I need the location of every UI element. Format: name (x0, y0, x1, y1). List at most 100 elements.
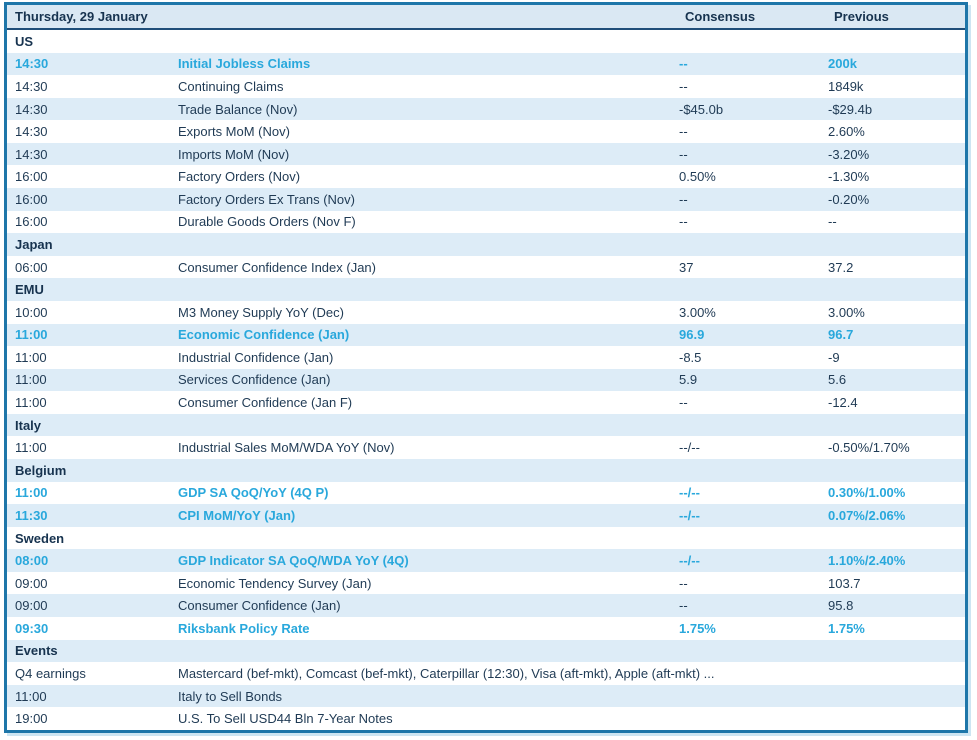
event-row: 11:00 Industrial Sales MoM/WDA YoY (Nov) -… (7, 436, 965, 459)
event-cell: Initial Jobless Claims (178, 56, 311, 72)
event-row: 10:00 M3 Money Supply YoY (Dec) 3.00% 3.00% (7, 300, 965, 324)
event-row: 14:30 Imports MoM (Nov) -- -3.20% (7, 142, 965, 166)
event-row: 16:00 Factory Orders (Nov) 0.50% -1.30% (7, 165, 965, 189)
event-row: 11:00 Consumer Confidence (Jan F) -- -12.4 (7, 391, 965, 414)
previous-cell: -0.20% (828, 191, 870, 207)
event-row: 11:00 Industrial Confidence (Jan) -8.5 -9 (7, 346, 965, 369)
previous-cell: 200k (828, 56, 857, 72)
event-row: 16:00 Factory Orders Ex Trans (Nov) -- -0.2… (7, 188, 965, 211)
consensus-column-header: Consensus (685, 9, 756, 24)
event-cell: Consumer Confidence (Jan F) (178, 395, 353, 411)
previous-cell: 1849k (828, 78, 864, 94)
previous-cell: 3.00% (828, 304, 865, 320)
consensus-cell: -- (679, 78, 688, 94)
time-cell: 11:00 (15, 372, 47, 388)
consensus-cell: -- (679, 214, 688, 230)
event-cell: Services Confidence (Jan) (178, 372, 331, 388)
consensus-cell: -- (679, 395, 688, 411)
consensus-cell: --/-- (679, 440, 700, 456)
event-cell: Trade Balance (Nov) (178, 101, 298, 117)
event-cell: GDP Indicator SA QoQ/WDA YoY (4Q) (178, 553, 409, 569)
event-cell: Italy to Sell Bonds (178, 688, 283, 704)
section-row: Events (7, 639, 965, 663)
table-body: US 14:30 Initial Jobless Claims -- 200k 14:30… (7, 30, 965, 730)
time-cell: 16:00 (15, 169, 48, 185)
time-cell: 14:30 (15, 56, 49, 72)
consensus-cell: --/-- (679, 485, 700, 501)
time-cell: 16:00 (15, 214, 48, 230)
event-row: 09:00 Economic Tendency Survey (Jan) -- 103… (7, 571, 965, 595)
previous-cell: 95.8 (828, 598, 854, 614)
section-label: EMU (15, 282, 44, 298)
event-row: 14:30 Trade Balance (Nov) -$45.0b -$29.4b (7, 97, 965, 121)
previous-cell: 96.7 (828, 327, 854, 343)
section-row: EMU (7, 278, 965, 301)
time-cell: 08:00 (15, 553, 49, 569)
event-row: 09:00 Consumer Confidence (Jan) -- 95.8 (7, 594, 965, 618)
event-cell: Durable Goods Orders (Nov F) (178, 214, 356, 230)
event-row: 14:30 Exports MoM (Nov) -- 2.60% (7, 120, 965, 143)
time-cell: 06:00 (15, 259, 48, 275)
event-cell: Riksbank Policy Rate (178, 620, 310, 636)
event-cell: Industrial Sales MoM/WDA YoY (Nov) (178, 440, 395, 456)
previous-cell: -0.50%/1.70% (828, 440, 910, 456)
time-cell: 14:30 (15, 78, 48, 94)
previous-cell: -1.30% (828, 169, 870, 185)
table-title: Thursday, 29 January (15, 9, 148, 24)
time-cell: 09:00 (15, 575, 48, 591)
event-cell: Factory Orders Ex Trans (Nov) (178, 191, 355, 207)
time-cell: 11:30 (15, 507, 48, 523)
consensus-cell: 37 (679, 259, 694, 275)
time-cell: 11:00 (15, 440, 47, 456)
event-cell: Economic Confidence (Jan) (178, 327, 350, 343)
previous-cell: -3.20% (828, 146, 870, 162)
event-cell: Exports MoM (Nov) (178, 124, 290, 140)
event-row: Q4 earnings Mastercard (bef-mkt), Comcast… (7, 662, 965, 685)
event-cell: Mastercard (bef-mkt), Comcast (bef-mkt),… (178, 665, 715, 681)
previous-cell: -$29.4b (828, 101, 873, 117)
previous-cell: 37.2 (828, 259, 854, 275)
consensus-cell: -$45.0b (679, 101, 724, 117)
section-row: Sweden (7, 526, 965, 550)
time-cell: 11:00 (15, 349, 47, 365)
previous-cell: 1.10%/2.40% (828, 553, 906, 569)
previous-cell: 0.07%/2.06% (828, 507, 906, 523)
time-cell: Q4 earnings (15, 665, 86, 681)
event-row: 08:00 GDP Indicator SA QoQ/WDA YoY (4Q) --… (7, 549, 965, 572)
consensus-cell: -- (679, 191, 688, 207)
event-cell: GDP SA QoQ/YoY (4Q P) (178, 485, 329, 501)
previous-cell: 103.7 (828, 575, 861, 591)
time-cell: 16:00 (15, 191, 48, 207)
consensus-cell: -- (679, 575, 688, 591)
section-label: Belgium (15, 462, 67, 478)
event-cell: M3 Money Supply YoY (Dec) (178, 304, 344, 320)
section-row: Japan (7, 233, 965, 256)
event-cell: Factory Orders (Nov) (178, 169, 301, 185)
section-label: Italy (15, 417, 42, 433)
event-cell: Imports MoM (Nov) (178, 146, 290, 162)
time-cell: 09:30 (15, 620, 49, 636)
consensus-cell: 1.75% (679, 620, 716, 636)
event-cell: CPI MoM/YoY (Jan) (178, 507, 296, 523)
event-row: 11:30 CPI MoM/YoY (Jan) --/-- 0.07%/2.06% (7, 504, 965, 527)
time-cell: 11:00 (15, 688, 47, 704)
event-cell: Industrial Confidence (Jan) (178, 349, 334, 365)
time-cell: 14:30 (15, 124, 48, 140)
consensus-cell: -- (679, 56, 688, 72)
previous-cell: 0.30%/1.00% (828, 485, 906, 501)
section-label: US (15, 33, 34, 49)
event-cell: Consumer Confidence Index (Jan) (178, 259, 376, 275)
section-label: Events (15, 643, 58, 659)
economic-calendar-table: Thursday, 29 January Consensus Previous … (4, 2, 968, 733)
event-row: 06:00 Consumer Confidence Index (Jan) 37 37… (7, 255, 965, 279)
section-row: Belgium (7, 458, 965, 482)
event-cell: Economic Tendency Survey (Jan) (178, 575, 372, 591)
section-label: Japan (15, 236, 53, 252)
previous-cell: -9 (828, 349, 840, 365)
consensus-cell: 3.00% (679, 304, 716, 320)
section-row: US (7, 30, 965, 53)
time-cell: 14:30 (15, 101, 48, 117)
section-row: Italy (7, 413, 965, 437)
time-cell: 19:00 (15, 711, 48, 727)
consensus-cell: --/-- (679, 553, 700, 569)
